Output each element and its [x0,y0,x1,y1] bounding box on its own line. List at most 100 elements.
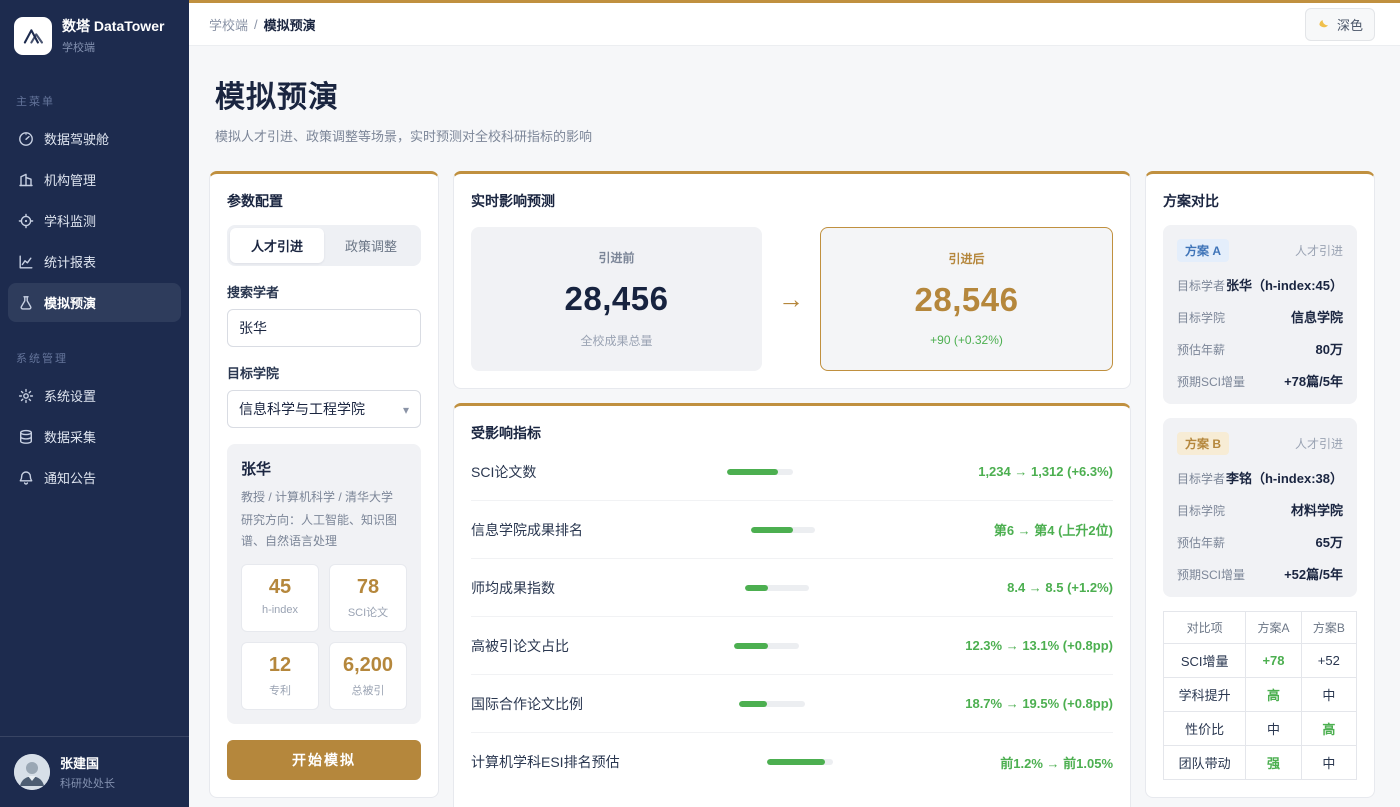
datatower-logo-icon [14,16,52,55]
user-role: 科研处处长 [60,778,115,790]
scholar-search-input[interactable] [227,309,421,347]
after-value: 28,546 [914,281,1019,318]
arrow-right-icon: → [778,283,804,314]
metric-row: 计算机学科ESI排名预估 前1.2% → 前1.05% [471,754,1113,771]
page-content: 模拟预演 模拟人才引进、政策调整等场景，实时预测对全校科研指标的影响 参数配置 … [189,46,1400,807]
page-subtitle: 模拟人才引进、政策调整等场景，实时预测对全校科研指标的影响 [215,129,593,144]
sidebar-item-notices[interactable]: 通知公告 [8,458,181,497]
metric-row: 国际合作论文比例 18.7% → 19.5% (+0.8pp) [471,675,1113,733]
user-name: 张建国 [60,756,100,771]
metric-progress-bar [745,584,809,591]
line-chart-icon [18,254,34,270]
flask-icon [18,295,34,311]
plan-a-badge: 方案 A [1177,239,1230,262]
bell-icon [18,470,34,486]
scholar-research: 研究方向：人工智能、知识图谱、自然语言处理 [241,513,398,548]
database-icon [18,429,34,445]
app-logo: 数塔 DataTower 学校端 [0,0,189,73]
moon-icon [1317,17,1331,31]
panel-title: 实时影响预测 [471,193,555,209]
panel-title: 受影响指标 [471,425,541,441]
app-title: 数塔 DataTower [62,18,165,34]
after-delta: +90 (+0.32%) [930,333,1003,347]
nav-section-main: 主菜单 [16,96,55,108]
col-header: 对比项 [1162,611,1247,644]
table-row: 学科提升 高 中 [1162,677,1358,712]
breadcrumb-root[interactable]: 学校端 [209,17,249,33]
plan-compare-panel: 方案对比 方案 A 人才引进 目标学者 张华（h-index:45） 目标学院 信息… [1145,171,1375,798]
stat-sci-papers: 78 SCI论文 [329,564,407,632]
col-header: 方案B [1300,611,1358,644]
gear-icon [18,388,34,404]
col-header: 方案A [1245,611,1302,644]
sidebar-item-org[interactable]: 机构管理 [8,160,181,199]
breadcrumb: 学校端 / 模拟预演 [209,15,316,34]
breadcrumb-separator: / [254,16,258,32]
sidebar-item-label: 模拟预演 [44,296,97,311]
breadcrumb-current: 模拟预演 [263,17,316,33]
sidebar-item-label: 统计报表 [44,255,97,270]
start-simulation-button[interactable]: 开始模拟 [227,740,421,780]
nav-section-system: 系统管理 [16,353,68,365]
chevron-down-icon [403,401,409,417]
gauge-icon [18,131,34,147]
sidebar-item-settings[interactable]: 系统设置 [8,376,181,415]
before-value: 28,456 [564,280,669,317]
stat-patents: 12 专利 [241,642,319,710]
scholar-search-label: 搜索学者 [227,285,280,300]
sidebar-item-label: 机构管理 [44,173,97,188]
sidebar-item-data-collect[interactable]: 数据采集 [8,417,181,456]
metric-progress-bar [767,759,833,765]
scholar-name: 张华 [241,461,272,478]
metric-progress-bar [727,468,793,475]
plan-b-card: 方案 B 人才引进 目标学者 李铭（h-index:38） 目标学院 材料学院 预估… [1163,418,1357,597]
main-area: 学校端 / 模拟预演 深色 模拟预演 模拟人才引进、政策调整等场景，实时预测对全… [189,0,1400,807]
param-mode-tabs: 人才引进 政策调整 [227,225,421,266]
tab-policy-adjust[interactable]: 政策调整 [324,228,418,263]
stat-citations: 6,200 总被引 [329,642,407,710]
sidebar-item-label: 系统设置 [44,389,97,404]
building-icon [18,172,34,188]
sidebar-item-simulation[interactable]: 模拟预演 [8,283,181,322]
target-icon [18,213,34,229]
metric-progress-bar [734,642,799,649]
stat-h-index: 45 h-index [241,564,319,632]
target-college-label: 目标学院 [227,366,280,381]
user-avatar [14,754,50,790]
metric-row: 师均成果指数 8.4 → 8.5 (+1.2%) [471,559,1113,617]
sidebar-item-label: 通知公告 [44,471,97,486]
theme-toggle-label: 深色 [1336,17,1363,33]
sidebar-item-dashboard[interactable]: 数据驾驶舱 [8,119,181,158]
table-row: SCI增量 +78 +52 [1162,643,1358,678]
sidebar-item-reports[interactable]: 统计报表 [8,242,181,281]
metric-row: 信息学院成果排名 第6 → 第4 (上升2位) [471,501,1113,559]
app-subtitle: 学校端 [62,42,95,54]
impact-forecast-panel: 实时影响预测 引进前 28,456 全校成果总量 → 引进后 28,546 [453,171,1131,389]
sidebar-user[interactable]: 张建国 科研处处长 [0,736,189,807]
affected-metrics-panel: 受影响指标 SCI论文数 1,234 → 1,312 (+6.3%) 信息学院成… [453,403,1131,807]
dashboard-grid: 参数配置 人才引进 政策调整 搜索学者 目标学院 信息科学与工程学院 张华 [209,171,1375,807]
target-college-select[interactable]: 信息科学与工程学院 [227,390,421,428]
table-row: 团队带动 强 中 [1162,745,1358,780]
target-college-value: 信息科学与工程学院 [239,401,365,417]
plan-compare-table: 对比项 方案A 方案B SCI增量 +78 +52 [1162,611,1358,780]
table-row: 性价比 中 高 [1162,711,1358,746]
metric-row: SCI论文数 1,234 → 1,312 (+6.3%) [471,443,1113,501]
panel-title: 参数配置 [227,193,283,209]
sidebar-item-discipline-monitor[interactable]: 学科监测 [8,201,181,240]
plan-b-badge: 方案 B [1177,432,1230,455]
tab-talent-intro[interactable]: 人才引进 [230,228,324,263]
plan-a-card: 方案 A 人才引进 目标学者 张华（h-index:45） 目标学院 信息学院 预估… [1163,225,1357,404]
sidebar-item-label: 数据采集 [44,430,97,445]
param-config-panel: 参数配置 人才引进 政策调整 搜索学者 目标学院 信息科学与工程学院 张华 [209,171,439,798]
sidebar-nav: 主菜单 数据驾驶舱 机构管理 学科监测 [0,73,189,736]
metric-progress-bar [751,526,815,533]
sidebar: 数塔 DataTower 学校端 主菜单 数据驾驶舱 机构管理 [0,0,189,807]
theme-toggle-button[interactable]: 深色 [1304,7,1375,41]
scholar-meta: 教授 / 计算机科学 / 清华大学 [241,490,394,504]
impact-after-box: 引进后 28,546 +90 (+0.32%) [820,227,1113,371]
metric-row: 高被引论文占比 12.3% → 13.1% (+0.8pp) [471,617,1113,675]
impact-before-box: 引进前 28,456 全校成果总量 [471,227,762,371]
page-title: 模拟预演 [215,81,339,114]
